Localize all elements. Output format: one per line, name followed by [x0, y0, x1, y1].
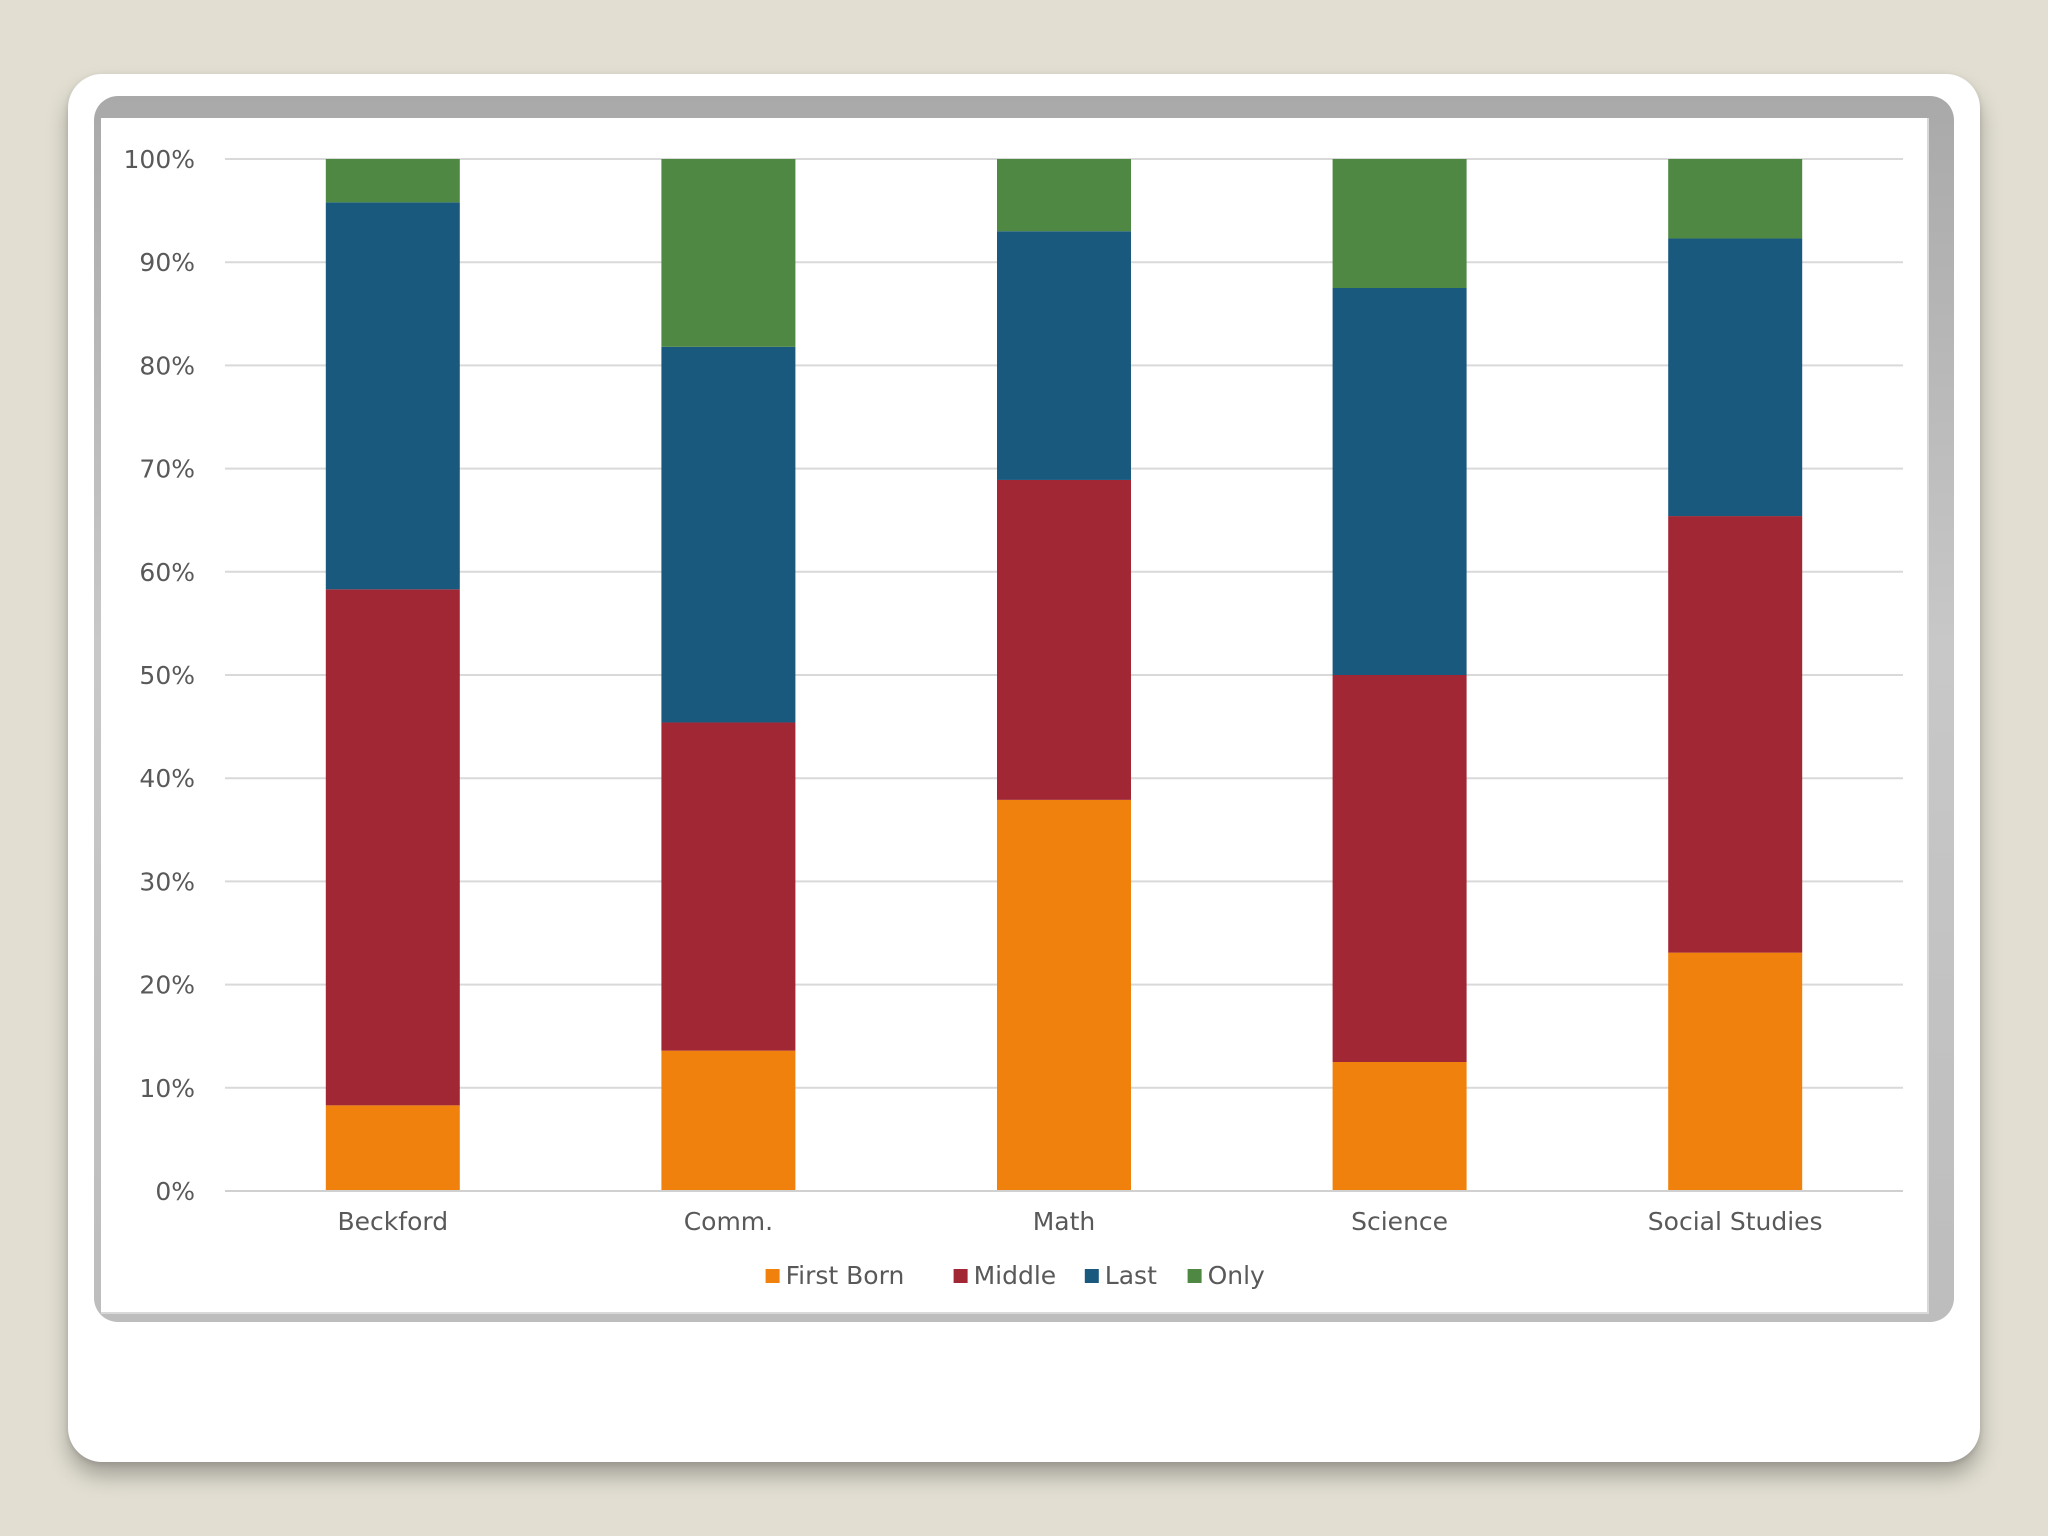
legend-swatch	[765, 1269, 780, 1283]
y-axis-labels: 0% 10% 20% 30% 40% 50% 60% 70% 80% 90% 100%	[124, 145, 195, 1206]
bar-beckford-first-born	[325, 1105, 460, 1191]
legend-swatch	[1187, 1269, 1202, 1283]
slide: 0% 10% 20% 30% 40% 50% 60% 70% 80% 90% 100% Beckfo…	[68, 74, 1980, 1462]
bar-math-middle	[997, 479, 1131, 800]
x-tick-label: Comm.	[684, 1207, 773, 1236]
x-tick-label: Beckford	[338, 1207, 449, 1236]
legend-swatch	[1084, 1269, 1099, 1283]
bar-science-middle	[1332, 675, 1467, 1062]
y-tick-label: 40%	[139, 764, 195, 793]
y-tick-label: 30%	[139, 867, 195, 896]
legend-swatch	[953, 1269, 968, 1283]
y-tick-label: 90%	[139, 248, 195, 277]
bar-science-only	[1332, 159, 1467, 288]
y-tick-label: 50%	[139, 661, 195, 690]
bar-comm-first-born	[661, 1050, 796, 1191]
bar-comm-only	[661, 159, 796, 347]
legend-item-middle: Middle	[953, 1261, 1057, 1290]
x-tick-label: Social Studies	[1648, 1207, 1823, 1236]
bar-comm-middle	[661, 722, 796, 1051]
chart-area: 0% 10% 20% 30% 40% 50% 60% 70% 80% 90% 100% Beckfo…	[101, 118, 1929, 1314]
y-tick-label: 10%	[139, 1074, 195, 1103]
legend-item-last: Last	[1084, 1261, 1157, 1290]
bar-social-studies-last	[1668, 238, 1803, 517]
legend-label: Middle	[974, 1261, 1057, 1290]
bar-science-first-born	[1332, 1062, 1467, 1191]
legend: First Born Middle Last Only	[765, 1261, 1265, 1290]
bar-social-studies-middle	[1668, 516, 1803, 953]
legend-item-first-born: First Born	[765, 1261, 905, 1290]
bar-math-first-born	[997, 799, 1131, 1191]
legend-label: Last	[1105, 1261, 1157, 1290]
y-tick-label: 20%	[139, 971, 195, 1000]
x-tick-label: Science	[1351, 1207, 1448, 1236]
bar-math-last	[997, 231, 1131, 480]
legend-item-only: Only	[1187, 1261, 1265, 1290]
bar-comm-last	[661, 346, 796, 723]
bar-beckford-middle	[325, 589, 460, 1106]
legend-label: Only	[1208, 1261, 1265, 1290]
chart-frame: 0% 10% 20% 30% 40% 50% 60% 70% 80% 90% 100% Beckfo…	[94, 96, 1954, 1322]
bar-beckford-only	[325, 159, 460, 203]
y-tick-label: 100%	[124, 145, 195, 174]
legend-label: First Born	[786, 1261, 905, 1290]
bar-math-only	[997, 159, 1131, 232]
y-tick-label: 0%	[155, 1177, 195, 1206]
x-axis-labels: Beckford Comm. Math Science Social Studies	[225, 1190, 1903, 1236]
bar-social-studies-only	[1668, 159, 1803, 239]
bar-social-studies-first-born	[1668, 952, 1803, 1191]
bar-beckford-last	[325, 202, 460, 590]
x-tick-label: Math	[1033, 1207, 1096, 1236]
bars	[325, 159, 1803, 1191]
bar-science-last	[1332, 288, 1467, 675]
stacked-bar-chart: 0% 10% 20% 30% 40% 50% 60% 70% 80% 90% 100% Beckfo…	[124, 145, 1903, 1290]
y-tick-label: 80%	[139, 351, 195, 380]
y-tick-label: 70%	[139, 455, 195, 484]
y-tick-label: 60%	[139, 558, 195, 587]
